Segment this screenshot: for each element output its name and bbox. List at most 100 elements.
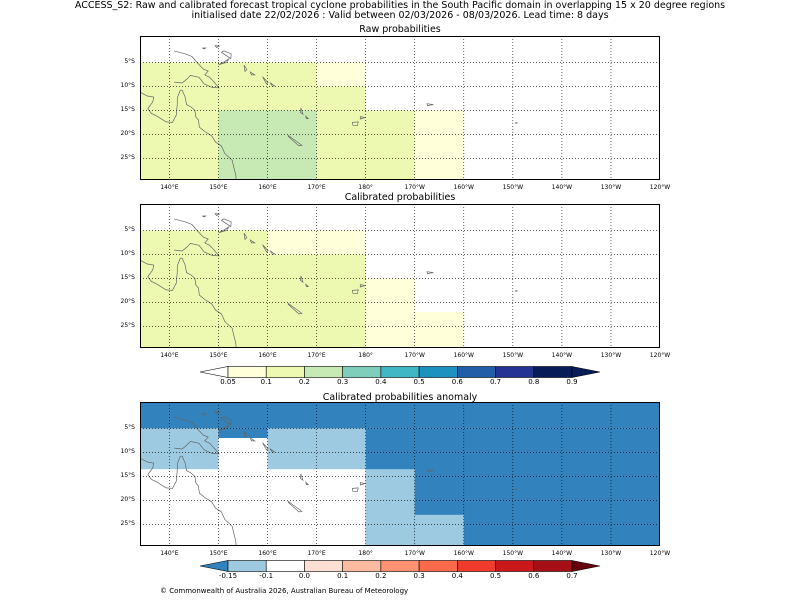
- probability-region-cell: [267, 428, 366, 470]
- longitude-tick-label: 140°W: [551, 184, 573, 191]
- colorbar-min-extend: [199, 366, 229, 378]
- papua-new-guinea-coastline: [174, 416, 220, 455]
- papua-new-guinea-coastline: [174, 50, 220, 89]
- longitude-tick-label: 120°W: [649, 352, 671, 359]
- panel-title-anomaly: Calibrated probabilities anomaly: [322, 392, 478, 403]
- colorbar-bin: [457, 366, 496, 378]
- map-frame: [140, 36, 660, 180]
- colorbar-bin: [265, 366, 305, 378]
- colorbar-bin: [342, 560, 382, 572]
- island-coastline: [287, 134, 303, 147]
- colorbar-bin: [380, 560, 420, 572]
- longitude-tick-label: 160°E: [258, 184, 277, 191]
- colorbar-tick-label: -0.15: [218, 572, 238, 580]
- longitude-tick-label: 130°W: [600, 352, 622, 359]
- island-coastline: [305, 481, 310, 485]
- island-coastline: [220, 50, 232, 60]
- island-coastline: [305, 115, 310, 119]
- colorbar-bin: [418, 366, 458, 378]
- latitude-tick-label: 20°S: [120, 298, 135, 306]
- island-coastline: [249, 71, 256, 76]
- probability-region-cell: [218, 86, 366, 111]
- longitude-tick-label: 150°W: [502, 550, 524, 557]
- map-frame: [140, 402, 660, 546]
- figure-title-line-2: initialised date 22/02/2026 : Valid betw…: [191, 10, 609, 21]
- latitude-tick-label: 10°S: [120, 82, 135, 90]
- colorbar-tick-label: 0.8: [528, 378, 540, 386]
- map-calibrated-probabilities: [140, 204, 660, 348]
- longitude-tick-label: 140°E: [160, 184, 179, 191]
- island-coastline: [351, 289, 359, 295]
- latitude-tick-label: 20°S: [120, 130, 135, 138]
- colorbar-bin: [495, 366, 535, 378]
- island-coastline: [359, 116, 366, 120]
- colorbar-min-extend: [199, 560, 229, 572]
- anomaly-colorbar-ticks: -0.15 -0.1 0.0 0.1 0.2 0.3 0.4 0.5 0.6 0.7: [0, 572, 800, 582]
- latitude-tick-label: 10°S: [120, 250, 135, 258]
- island-coastline: [220, 416, 232, 426]
- longitude-tick-label: 140°E: [160, 352, 179, 359]
- island-coastline: [426, 469, 434, 472]
- longitude-tick-label: 120°W: [649, 184, 671, 191]
- colorbar-svg: [199, 560, 601, 572]
- island-coastline: [214, 213, 221, 216]
- island-coastline: [262, 442, 269, 451]
- longitude-tick-label: 160°W: [453, 184, 474, 191]
- longitude-tick-label: 130°W: [600, 550, 622, 557]
- longitude-tick-label: 150°E: [209, 550, 228, 557]
- island-coastline: [300, 473, 304, 482]
- longitude-tick-label: 150°W: [502, 352, 524, 359]
- island-coastline: [287, 500, 303, 513]
- island-coastline: [515, 487, 519, 490]
- island-coastline: [359, 482, 366, 486]
- colorbar-tick-label: 0.0: [298, 572, 311, 580]
- panel-title-calibrated: Calibrated probabilities: [344, 192, 456, 203]
- map-svg: [140, 36, 660, 180]
- longitude-tick-label: 140°W: [551, 550, 573, 557]
- island-coastline: [202, 215, 207, 218]
- island-coastline: [262, 76, 269, 85]
- colorbar-tick-label: 0.05: [220, 378, 236, 386]
- colorbar-bin: [342, 366, 382, 378]
- island-coastline: [249, 437, 256, 442]
- longitude-tick-label: 180°: [358, 550, 373, 557]
- island-coastline: [249, 239, 256, 244]
- map-raw-probabilities: [140, 36, 660, 180]
- colorbar-max-extend: [571, 560, 601, 572]
- map-svg: [140, 402, 660, 546]
- longitude-tick-label: 140°E: [160, 550, 179, 557]
- island-coastline: [214, 411, 221, 414]
- latitude-tick-label: 15°S: [120, 472, 135, 480]
- longitude-tick-label: 180°: [358, 184, 373, 191]
- probability-region-cell: [218, 428, 268, 438]
- island-coastline: [269, 250, 276, 255]
- island-coastline: [426, 103, 434, 106]
- copyright-notice: © Commonwealth of Australia 2026, Austra…: [160, 587, 409, 595]
- island-coastline: [426, 271, 434, 274]
- probability-region-cell: [140, 62, 170, 87]
- island-coastline: [300, 107, 304, 116]
- longitude-tick-label: 170°E: [307, 550, 326, 557]
- longitude-tick-label: 150°E: [209, 184, 228, 191]
- island-coastline: [359, 284, 366, 288]
- island-coastline: [243, 65, 248, 73]
- probability-region-cell: [140, 428, 150, 470]
- longitude-tick-label: 120°W: [649, 550, 671, 557]
- colorbar-bin: [495, 560, 535, 572]
- island-coastline: [287, 302, 303, 315]
- island-coastline: [351, 121, 359, 127]
- australia-coastline: [140, 89, 237, 180]
- island-coastline: [220, 218, 232, 228]
- colorbar-bin: [304, 366, 343, 378]
- longitude-tick-label: 150°W: [502, 184, 524, 191]
- colorbar-tick-label: 0.5: [489, 572, 502, 580]
- colorbar-svg: [199, 366, 601, 378]
- latitude-tick-label: 15°S: [120, 274, 135, 282]
- latitude-tick-label: 15°S: [120, 106, 135, 114]
- island-coastline: [218, 226, 230, 234]
- colorbar-tick-label: 0.3: [337, 378, 349, 386]
- island-coastline: [351, 487, 359, 493]
- colorbar-tick-label: 0.3: [413, 572, 425, 580]
- longitude-tick-label: 160°E: [258, 352, 277, 359]
- island-coastline: [243, 233, 248, 241]
